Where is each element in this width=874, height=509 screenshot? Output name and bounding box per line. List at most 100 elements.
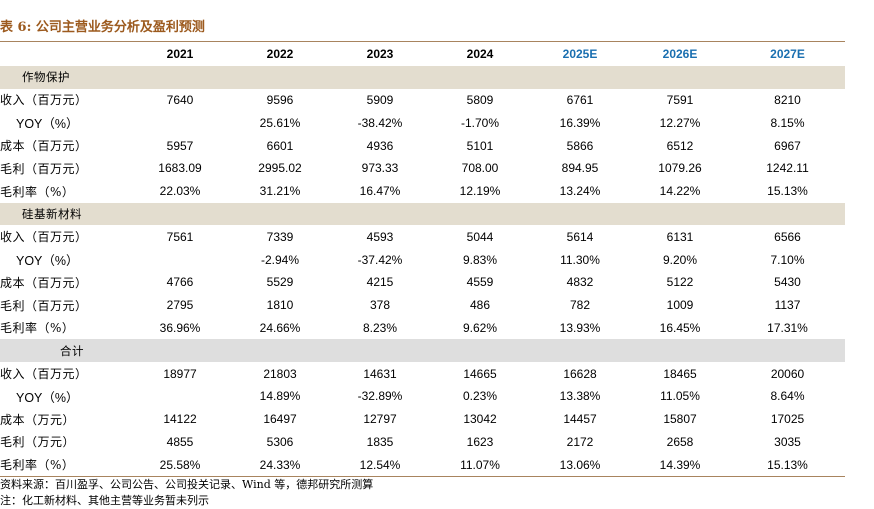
section-title: 作物保护 xyxy=(0,65,845,89)
row-label: YOY（%） xyxy=(16,117,79,132)
table-cell xyxy=(130,385,230,408)
table-cell: 12797 xyxy=(363,412,397,427)
table-cell: 15.13% xyxy=(767,184,808,199)
table-row: 成本（万元） 14122 16497 12797 13042 14457 15807 1702… xyxy=(0,408,845,431)
table-cell: 14.89% xyxy=(259,389,301,404)
row-label: 毛利（百万元） xyxy=(0,298,88,313)
table-cell: 708.00 xyxy=(461,161,499,176)
table-cell: 13.24% xyxy=(559,184,601,199)
table-cell: 1137 xyxy=(774,298,801,313)
financial-forecast-table: 2021 2022 2023 2024 2025E 2026E 2027E 作物… xyxy=(0,43,845,478)
table-cell: 18465 xyxy=(663,366,697,381)
table-cell: 11.30% xyxy=(560,252,600,267)
table-cell: 1835 xyxy=(366,434,394,449)
table-cell: -37.42% xyxy=(357,252,403,267)
table-cell: 4766 xyxy=(166,275,194,290)
table-cell: 2795 xyxy=(166,298,194,313)
row-label: 毛利（百万元） xyxy=(0,161,88,176)
table-cell: 5909 xyxy=(366,92,394,107)
table-cell: 6566 xyxy=(774,229,801,244)
table-cell: 6761 xyxy=(566,92,594,107)
table-cell: 1623 xyxy=(466,434,494,449)
table-cell: 1683.09 xyxy=(158,161,202,176)
row-label: 成本（百万元） xyxy=(0,275,88,290)
table-row: YOY（%） -2.94% -37.42% 9.83% 11.30% 9.20% 7.10% xyxy=(0,248,845,271)
table-cell: 8.23% xyxy=(362,320,398,335)
table-cell: -1.70% xyxy=(460,115,500,130)
table-cell: 18977 xyxy=(163,366,197,381)
table-cell: 4936 xyxy=(366,138,394,153)
row-label: YOY（%） xyxy=(16,390,79,405)
table-cell: 11.05% xyxy=(660,389,700,404)
table-cell: 782 xyxy=(569,298,591,313)
table-cell: 7561 xyxy=(166,229,194,244)
table-cell: 1079.26 xyxy=(658,161,702,176)
table-cell: 31.21% xyxy=(259,184,301,199)
table-cell: 16497 xyxy=(263,412,297,427)
table-cell: 20060 xyxy=(770,366,805,381)
section-title: 合计 xyxy=(0,339,845,363)
table-row: 毛利（万元） 4855 5306 1835 1623 2172 2658 3035 xyxy=(0,431,845,454)
header-label-col xyxy=(0,43,130,66)
table-cell: 8.15% xyxy=(770,115,805,130)
title-divider xyxy=(0,41,845,42)
table-cell: -38.42% xyxy=(357,115,403,130)
table-cell: 17.31% xyxy=(767,320,808,335)
row-label: 毛利率（%） xyxy=(0,321,75,336)
table-cell: 9596 xyxy=(266,92,294,107)
footnotes: 资料来源：百川盈孚、公司公告、公司投关记录、Wind 等，德邦研究所测算 注：化… xyxy=(0,477,373,509)
table-row: YOY（%） 14.89% -32.89% 0.23% 13.38% 11.05% 8.64… xyxy=(0,385,845,408)
table-cell: 5306 xyxy=(266,434,294,449)
table-cell: 24.66% xyxy=(259,320,301,335)
table-cell: 4559 xyxy=(466,275,494,290)
table-row: 毛利（百万元） 2795 1810 378 486 782 1009 1137 xyxy=(0,294,845,317)
header-row: 2021 2022 2023 2024 2025E 2026E 2027E xyxy=(0,43,845,66)
table-cell: 17025 xyxy=(770,412,805,427)
section-header-row: 硅基新材料 xyxy=(0,202,845,226)
table-cell: 5614 xyxy=(566,229,594,244)
header-year-estimate: 2027E xyxy=(770,47,805,62)
row-label: 收入（百万元） xyxy=(0,367,88,382)
section-title: 硅基新材料 xyxy=(0,202,845,226)
table-cell: 12.27% xyxy=(659,115,701,130)
row-label: 毛利率（%） xyxy=(0,453,130,478)
table-cell: 5529 xyxy=(266,275,294,290)
table-cell: 36.96% xyxy=(159,320,201,335)
table-cell: 13042 xyxy=(463,412,497,427)
table-cell: 5809 xyxy=(466,92,494,107)
source-note: 资料来源：百川盈孚、公司公告、公司投关记录、Wind 等，德邦研究所测算 xyxy=(0,478,374,491)
remark-note: 注：化工新材料、其他主营等业务暂未列示 xyxy=(0,494,209,507)
table-cell: 24.33% xyxy=(230,453,330,478)
table-cell: 16.39% xyxy=(559,115,601,130)
table-cell: 16.45% xyxy=(659,320,701,335)
table-cell xyxy=(130,248,230,271)
table-cell: 4832 xyxy=(566,275,594,290)
header-year-estimate: 2025E xyxy=(562,47,598,62)
table-cell: 2995.02 xyxy=(258,161,302,176)
header-year-estimate: 2026E xyxy=(662,47,698,62)
table-cell: 1242.11 xyxy=(766,161,809,176)
row-label: 毛利（万元） xyxy=(0,435,76,450)
row-label: 成本（万元） xyxy=(0,412,76,427)
table-cell: 4593 xyxy=(366,229,394,244)
table-cell: 14.39% xyxy=(630,453,730,478)
table-row: 收入（百万元） 7561 7339 4593 5044 5614 6131 6566 xyxy=(0,225,845,248)
section-header-row: 作物保护 xyxy=(0,65,845,89)
table-cell: 973.33 xyxy=(361,161,399,176)
table-cell: 14631 xyxy=(363,366,397,381)
table-cell: 25.61% xyxy=(259,115,301,130)
table-row: 毛利（百万元） 1683.09 2995.02 973.33 708.00 894.95 1… xyxy=(0,157,845,180)
table-cell: 14665 xyxy=(463,366,497,381)
table-cell: 2658 xyxy=(666,434,694,449)
table-row: 成本（百万元） 5957 6601 4936 5101 5866 6512 6967 xyxy=(0,134,845,157)
table-cell: 6512 xyxy=(666,138,694,153)
table-cell: 13.38% xyxy=(559,389,601,404)
table-cell: 8.64% xyxy=(770,389,805,404)
table-cell: 7640 xyxy=(166,92,194,107)
row-label: YOY（%） xyxy=(16,254,79,269)
table-cell xyxy=(130,111,230,134)
table-cell: 16.47% xyxy=(359,184,401,199)
row-label: 收入（百万元） xyxy=(0,93,88,108)
table-cell: 5122 xyxy=(666,275,694,290)
table-cell: -2.94% xyxy=(260,252,300,267)
